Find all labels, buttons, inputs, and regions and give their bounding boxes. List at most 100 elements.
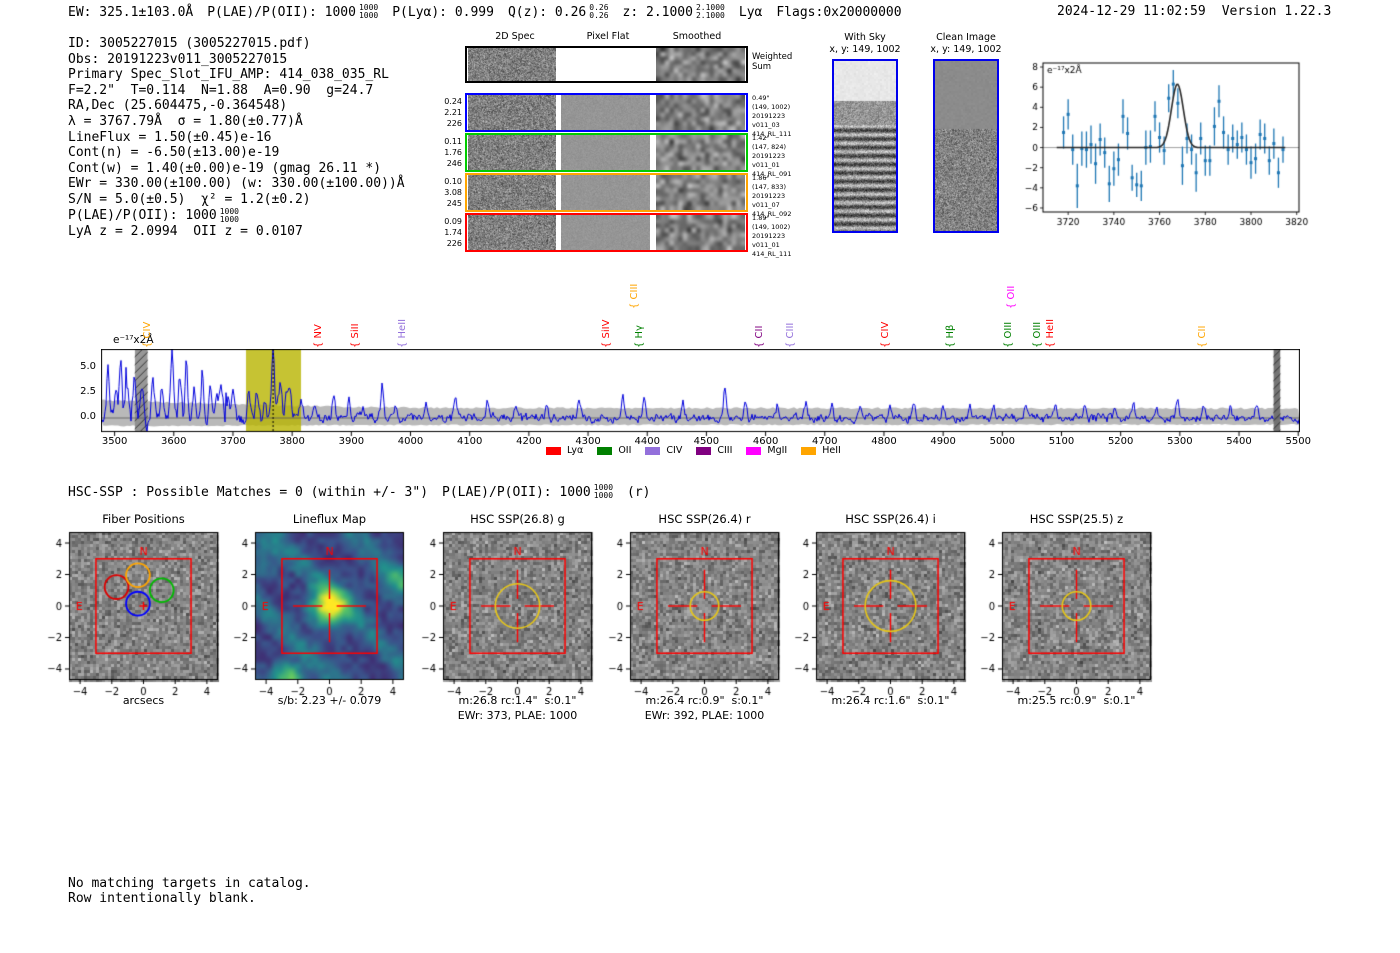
spec2d-col-title-0: 2D Spec (495, 31, 535, 42)
spec2d-row-2-ann-3: v011_01 (752, 161, 780, 169)
spec2d-row-2-left-2: 246 (446, 159, 462, 168)
with-sky-stamp (832, 59, 898, 233)
spectrum-xtick-2: 3700 (220, 436, 246, 447)
spec2d-row-4-ann-3: v011_01 (752, 241, 780, 249)
spec2d-row-0-ann-0: Weighted (752, 52, 793, 62)
header-metric-3-fraction: 0.26 0.26 (589, 4, 608, 20)
cutout-title-z: HSC SSP(25.5) z (1029, 512, 1124, 526)
hsc-metric-0: HSC-SSP : Possible Matches = 0 (within +… (68, 485, 428, 500)
spec2d-row-4-pixelflat (561, 215, 650, 250)
spec2d-row-3-left-labels: 0.10 3.08 245 (438, 176, 462, 209)
legend-label-oii: OII (618, 445, 632, 456)
spec2d-row-1-ann-3: v011_03 (752, 121, 780, 129)
header-metric-4: z: 2.1000 2.1000 2.1000 (623, 4, 725, 20)
legend-swatch-civ (645, 446, 661, 455)
info-line-6-text: LineFlux = 1.50(±0.45)e-16 (68, 129, 272, 145)
info-line-2: Primary Spec_Slot_IFU_AMP: 414_038_035_R… (68, 67, 405, 83)
legend-label-mgii: MgII (767, 445, 788, 456)
info-line-5-text: λ = 3767.79Å σ = 1.80(±0.77)Å (68, 113, 303, 129)
spec2d-row-2-left-0: 0.11 (444, 137, 462, 146)
cutout-title-g: HSC SSP(26.8) g (470, 512, 565, 526)
spec2d-row-1-left-2: 226 (446, 119, 462, 128)
cutout-caption1-g: m:26.8 rc:1.4" s:0.1" (458, 694, 577, 707)
header-metric-1-fraction-top: 1000 (358, 3, 379, 12)
spectrum-xtick-12: 4700 (812, 436, 838, 447)
spec2d-row-1-ann-1: (149, 1002) (752, 103, 791, 111)
info-line-9-text: EWr = 330.00(±100.00) (w: 330.00(±100.00… (68, 176, 405, 192)
cutout-title-i: HSC SSP(26.4) i (845, 512, 936, 526)
info-line-11-fraction-top: 1000 (219, 206, 239, 216)
catalog-match-line: HSC-SSP : Possible Matches = 0 (within +… (68, 484, 665, 500)
cutout-canvas-i (784, 528, 996, 703)
spectrum-xtick-18: 5300 (1167, 436, 1193, 447)
header-metric-6-text: Flags:0x20000000 (776, 4, 902, 20)
hsc-metric-1: P(LAE)/P(OII): 1000 1000 1000 (442, 484, 613, 500)
spec2d-row-3-ann-1: (147, 833) (752, 183, 787, 191)
legend-label-heii: HeII (822, 445, 841, 456)
header-metric-3-text: Q(z): 0.26 (507, 4, 587, 20)
detection-info-block: ID: 3005227015 (3005227015.pdf) Obs: 2019… (68, 36, 405, 239)
header-metrics: EW: 325.1±103.0Å P(LAE)/P(OII): 1000 1000 1… (68, 4, 916, 20)
spectrum-xtick-10: 4500 (693, 436, 720, 447)
spec2d-row-3-ann-0: 1.86" (752, 174, 770, 182)
report-version: Version 1.22.3 (1221, 4, 1332, 19)
spec2d-row-1-annotations: 0.49" (149, 1002) 20191223 v011_03 414_RL_11… (752, 94, 791, 139)
header-metric-4-fraction: 2.1000 2.1000 (696, 4, 725, 20)
emission-label-cii-15: { CII (1196, 325, 1208, 348)
legend-swatch-mgii (746, 446, 762, 455)
spectrum-xtick-17: 5200 (1107, 436, 1134, 447)
info-line-11-text: P(LAE)/P(OII): 1000 (68, 207, 217, 223)
spec2d-row-1-left-0: 0.24 (444, 97, 462, 106)
hsc-metric-1-fraction-top: 1000 (593, 483, 614, 492)
hsc-metric-1-text: P(LAE)/P(OII): 1000 (442, 484, 591, 500)
cutout-title-lineflux: Lineflux Map (292, 512, 367, 526)
spectrum-ylabel: e⁻¹⁷x2Å (113, 334, 154, 346)
spectrum-xtick-16: 5100 (1048, 436, 1075, 447)
spec2d-row-1 (465, 93, 748, 132)
spec2d-row-2-pixelflat (561, 135, 650, 170)
spec2d-row-4-ann-2: 20191223 (752, 232, 786, 240)
legend-swatch-ciii (696, 446, 712, 455)
spectrum-xtick-14: 4900 (930, 436, 956, 447)
emission-label-oiii-11: { OIII (1002, 321, 1014, 348)
with-sky-image (834, 61, 896, 231)
spec2d-row-2-left-1: 1.76 (444, 148, 462, 157)
spec2d-row-3-left-0: 0.10 (444, 177, 462, 186)
header-metric-5: Lyα (739, 5, 762, 20)
cutout-caption1-fiber: arcsecs (122, 694, 165, 707)
spec2d-row-4-ann-4: 414_RL_111 (752, 250, 792, 258)
spec2d-row-1-smoothed (656, 95, 745, 130)
header-metric-1-text: P(LAE)/P(OII): 1000 (207, 4, 356, 20)
spectrum-xtick-0: 3500 (101, 436, 128, 447)
spec2d-row-0-pixelflat (561, 48, 650, 81)
spec2d-col-title-2: Smoothed (672, 31, 722, 42)
spectrum-xtick-6: 4100 (456, 436, 483, 447)
hsc-metric-2-text: (r) (627, 484, 651, 500)
info-line-7: Cont(n) = -6.50(±13.00)e-19 (68, 145, 405, 161)
cutout-caption1-i: m:26.4 rc:1.6" s:0.1" (831, 694, 950, 707)
with-sky-title: With Sky (844, 32, 886, 43)
spec2d-row-3-2dspec (468, 175, 556, 210)
info-line-10: S/N = 5.0(±0.5) χ² = 1.2(±0.2) (68, 192, 405, 208)
spec2d-row-1-pixelflat (561, 95, 650, 130)
info-line-1: Obs: 20191223v011_3005227015 (68, 52, 405, 68)
spec2d-row-4-annotations: 1.89" (149, 1002) 20191223 v011_01 414_RL_11… (752, 214, 791, 259)
info-line-12: LyA z = 2.0994 OII z = 0.0107 (68, 224, 405, 240)
legend-item-civ: CIV (645, 445, 682, 456)
emission-label-heii-3: { HeII (397, 318, 409, 348)
header-metric-6: Flags:0x20000000 (776, 5, 901, 20)
legend-swatch-lyα (546, 446, 561, 455)
emission-label-siiv-4: { SiIV (600, 319, 612, 348)
legend-item-ciii: CIII (696, 445, 732, 456)
spectrum-xtick-4: 3900 (338, 436, 365, 447)
info-line-12-text: LyA z = 2.0994 OII z = 0.0107 (68, 223, 303, 239)
spectrum-xtick-8: 4300 (575, 436, 601, 447)
header-metric-4-text: z: 2.1000 (622, 4, 693, 20)
legend-label-civ: CIV (666, 445, 683, 456)
spec2d-row-4-left-2: 226 (446, 239, 462, 248)
header-metric-4-fraction-top: 2.1000 (695, 3, 725, 12)
info-line-11: P(LAE)/P(OII): 1000 1000 1000 (68, 206, 405, 224)
report-timestamp: 2024-12-29 11:02:59 (1057, 4, 1206, 19)
info-line-10-text: S/N = 5.0(±0.5) χ² = 1.2(±0.2) (68, 191, 311, 207)
